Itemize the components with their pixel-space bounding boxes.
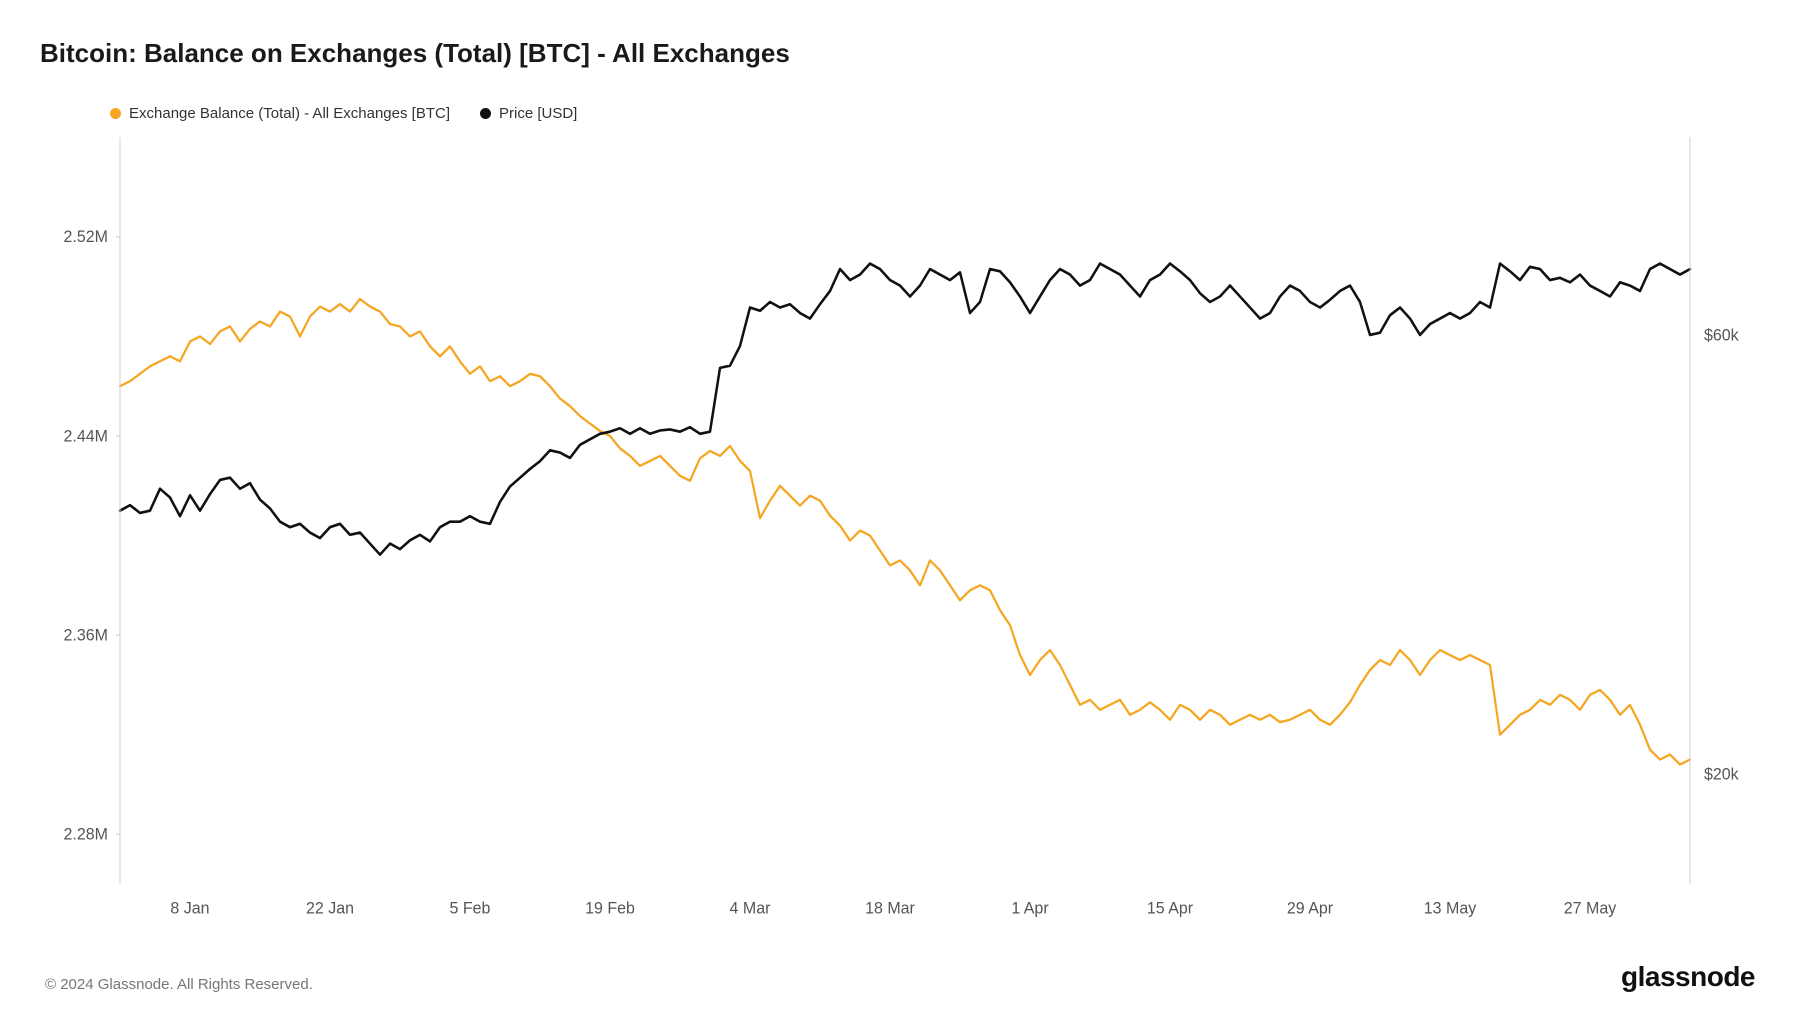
svg-text:$60k: $60k [1704, 326, 1739, 345]
legend-item-balance: Exchange Balance (Total) - All Exchanges… [110, 105, 450, 122]
svg-text:18 Mar: 18 Mar [865, 899, 915, 918]
svg-text:2.36M: 2.36M [64, 626, 108, 645]
chart-title: Bitcoin: Balance on Exchanges (Total) [B… [40, 38, 1760, 69]
svg-text:27 May: 27 May [1564, 899, 1617, 918]
svg-text:19 Feb: 19 Feb [585, 899, 635, 918]
svg-text:$20k: $20k [1704, 765, 1739, 784]
svg-text:22 Jan: 22 Jan [306, 899, 354, 918]
svg-text:29 Apr: 29 Apr [1287, 899, 1334, 918]
svg-text:13 May: 13 May [1424, 899, 1477, 918]
footer: © 2024 Glassnode. All Rights Reserved. g… [40, 937, 1760, 993]
svg-text:4 Mar: 4 Mar [730, 899, 771, 918]
svg-text:2.28M: 2.28M [64, 825, 108, 844]
legend-item-price: Price [USD] [480, 105, 577, 122]
chart-container: Bitcoin: Balance on Exchanges (Total) [B… [0, 0, 1800, 1013]
legend-label-price: Price [USD] [499, 105, 577, 122]
svg-text:2.44M: 2.44M [64, 427, 108, 446]
legend: Exchange Balance (Total) - All Exchanges… [110, 105, 1760, 122]
chart-area: 2.28M 2.36M 2.44M 2.52M $20k $60k 8 Jan 22 Jan 5… [40, 132, 1760, 937]
svg-text:5 Feb: 5 Feb [450, 899, 491, 918]
legend-dot-balance [110, 108, 121, 119]
svg-text:1 Apr: 1 Apr [1011, 899, 1049, 918]
svg-text:8 Jan: 8 Jan [170, 899, 209, 918]
svg-text:2.52M: 2.52M [64, 228, 108, 247]
chart-svg: 2.28M 2.36M 2.44M 2.52M $20k $60k 8 Jan 22 Jan 5… [40, 132, 1760, 937]
legend-dot-price [480, 108, 491, 119]
legend-label-balance: Exchange Balance (Total) - All Exchanges… [129, 105, 450, 122]
svg-text:15 Apr: 15 Apr [1147, 899, 1194, 918]
brand-logo: glassnode [1621, 961, 1755, 993]
copyright-text: © 2024 Glassnode. All Rights Reserved. [45, 976, 313, 993]
